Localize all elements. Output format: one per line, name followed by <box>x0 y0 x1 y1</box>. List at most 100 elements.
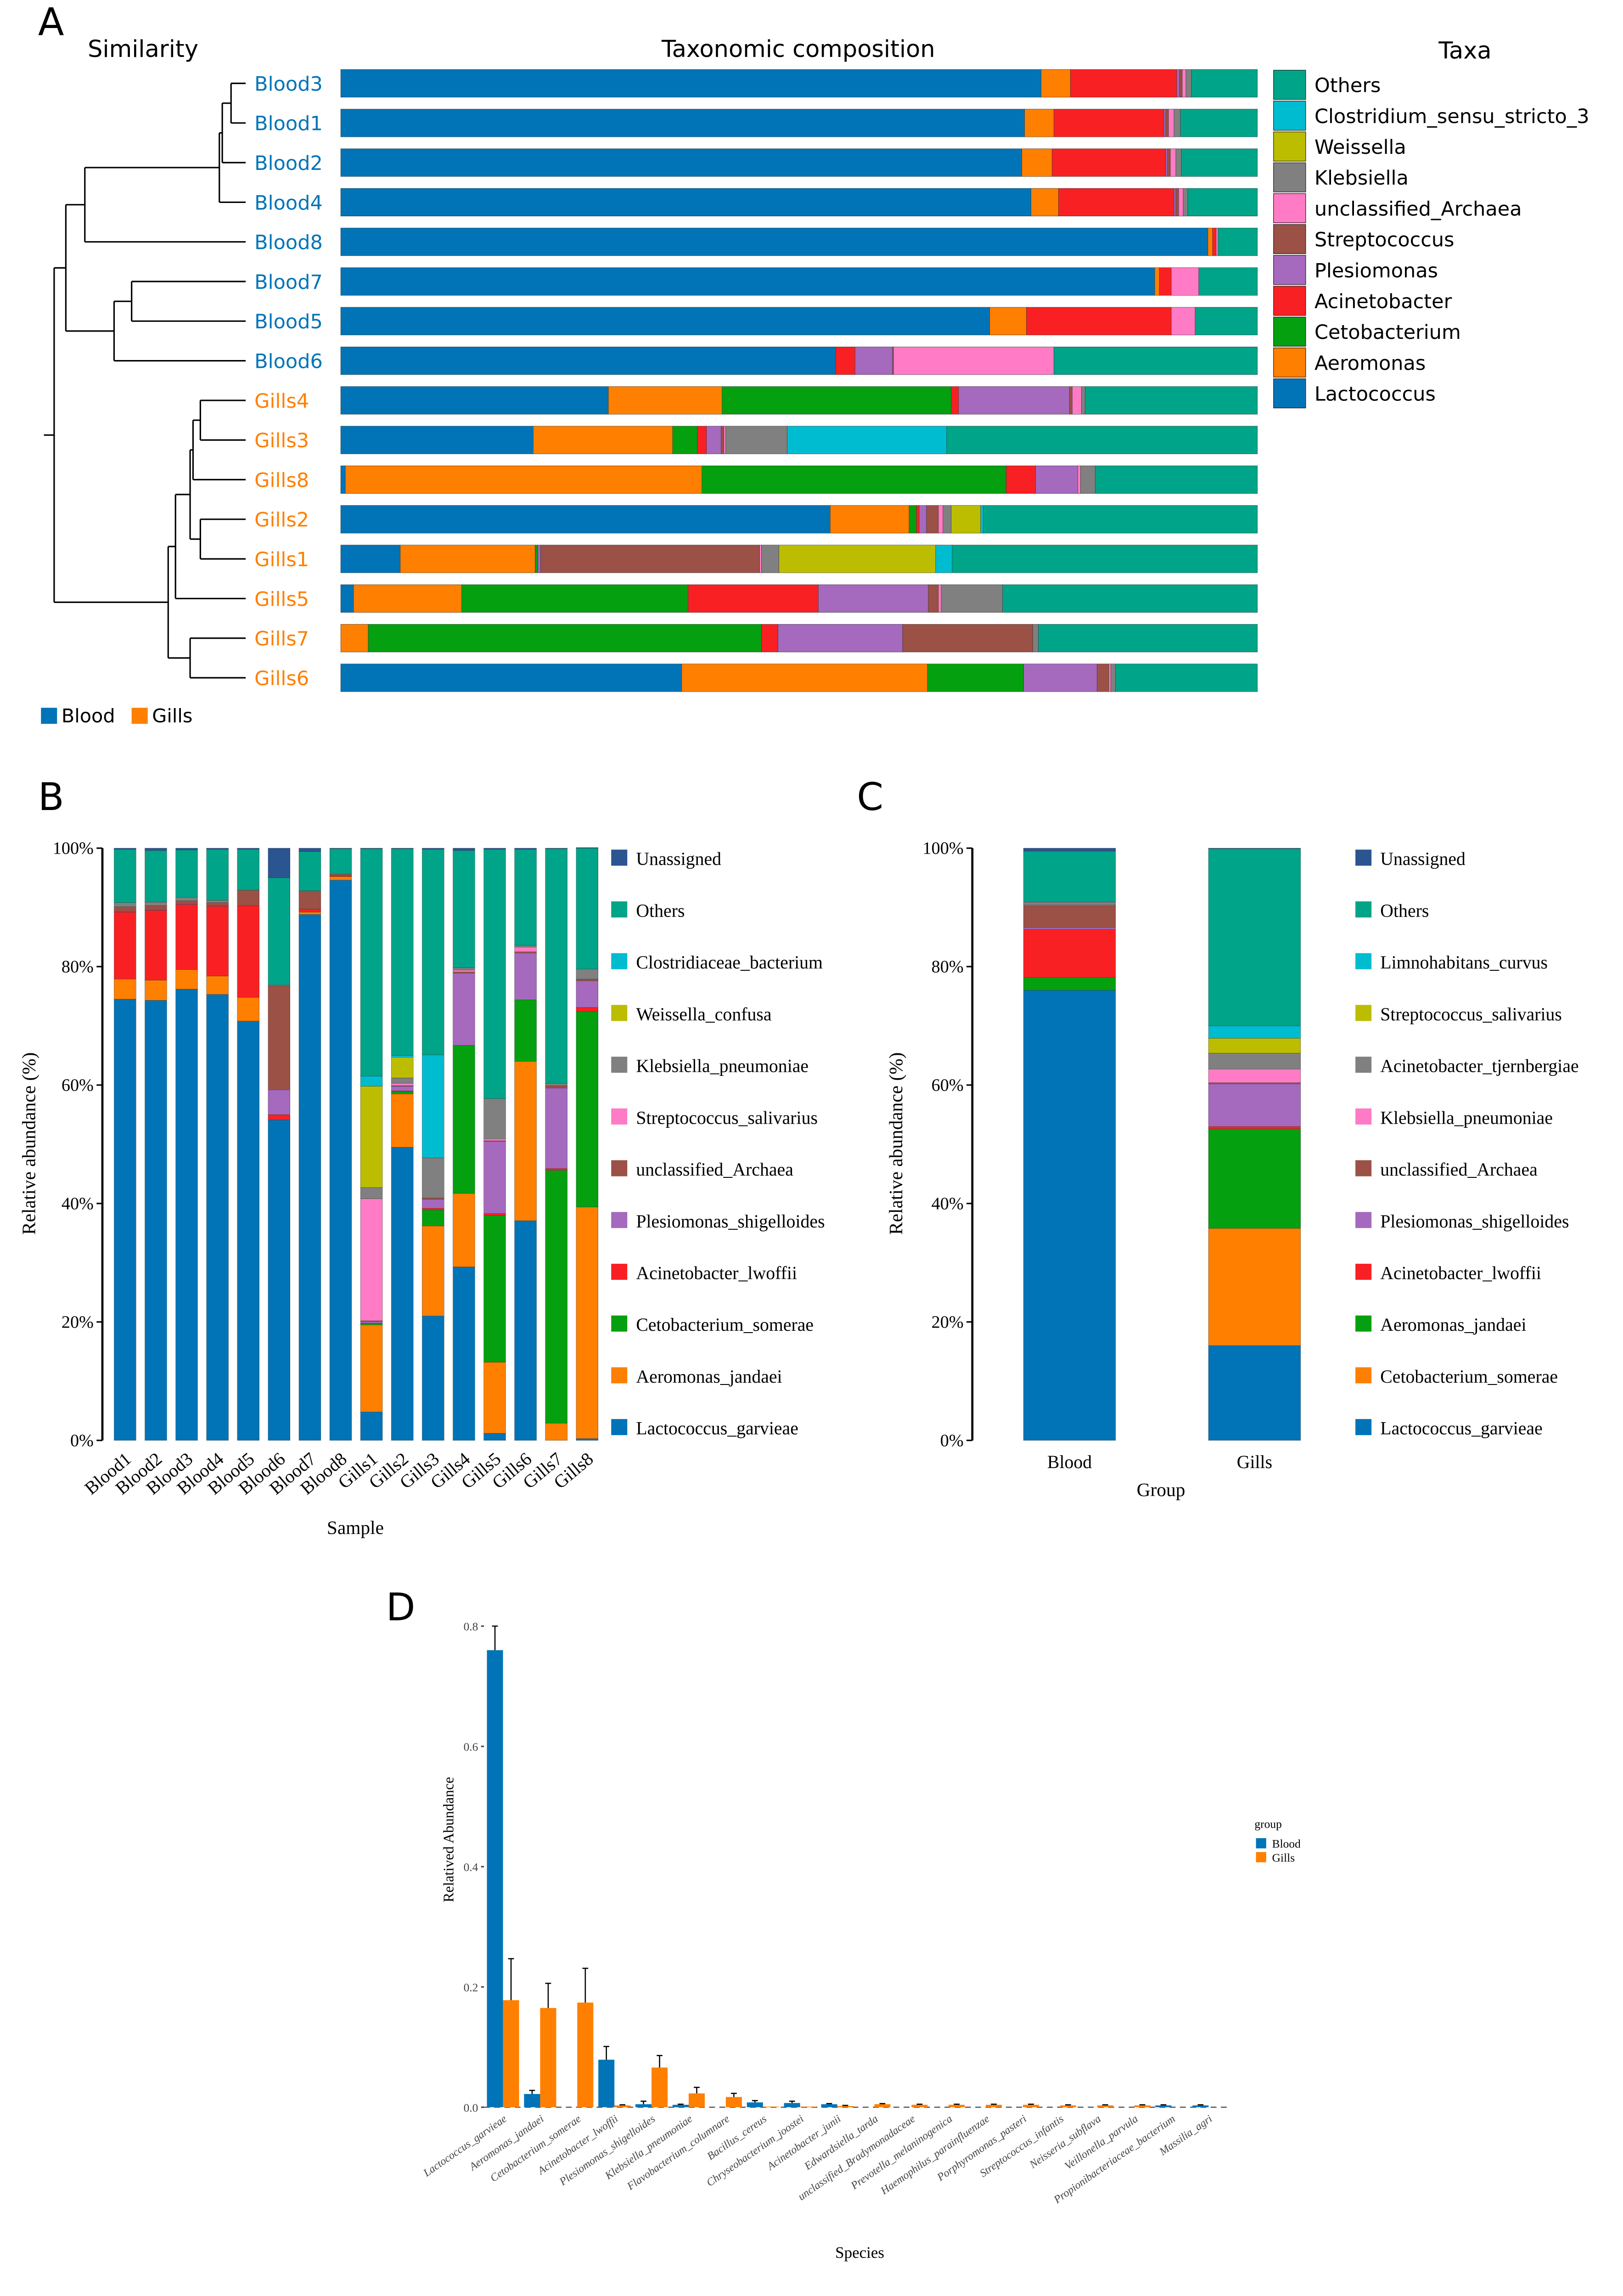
bar-segment-klebsiella_pneumoniae <box>114 902 136 907</box>
legend-label: Plesiomonas_shigelloides <box>1380 1211 1569 1232</box>
bar-gills <box>725 2097 742 2107</box>
bar-segment-cetobacterium_somerae <box>391 1091 414 1094</box>
bar-segment-unclassified_archaea <box>268 985 290 1090</box>
bar-segment-acinetobacter <box>697 426 707 454</box>
bar-segment-unassigned <box>268 848 290 878</box>
bar-segment-unassigned <box>514 848 537 850</box>
legend-swatch <box>1355 850 1372 866</box>
bar-segment-plesiomonas_shigelloides <box>514 953 537 1000</box>
sample-label: Blood7 <box>254 271 323 294</box>
bar-segment-unassigned <box>1023 848 1116 851</box>
bar-blood <box>635 2104 652 2107</box>
bar-segment-acinetobacter <box>916 505 920 534</box>
bar-segment-unclassified_archaea <box>893 347 1054 375</box>
bar-segment-others <box>545 849 567 1084</box>
legend-swatch <box>611 901 628 917</box>
bar-gills <box>911 2105 928 2107</box>
legend-label: Others <box>1314 74 1381 97</box>
bar-segment-lactococcus_garvieae <box>175 989 198 1441</box>
bar-segment-others <box>329 849 352 875</box>
legend-label: Acinetobacter_tjernbergiae <box>1380 1056 1578 1076</box>
bar-segment-plesiomonas_shigelloides <box>422 1199 444 1209</box>
bar-segment-acinetobacter <box>1026 307 1172 335</box>
bar-segment-weissella <box>951 505 981 534</box>
bar-segment-streptococcus_salivarius <box>360 1199 383 1321</box>
bar-segment-lactococcus_garvieae <box>483 1433 506 1441</box>
bar-segment-plesiomonas <box>958 386 1070 415</box>
bar-segment-acinetobacter <box>1159 267 1172 296</box>
bar-segment-aeromonas <box>1031 188 1059 216</box>
x-tick-label: Gills <box>1237 1452 1272 1472</box>
bar-segment-others <box>1002 584 1258 613</box>
bar-blood <box>524 2094 540 2107</box>
legend-swatch <box>611 1264 628 1280</box>
sample-label: Gills8 <box>254 469 309 492</box>
bar-segment-klebsiella_pneumoniae <box>175 897 198 901</box>
bar-segment-aeromonas_jandaei <box>237 997 259 1021</box>
bar-segment-lactococcus <box>340 148 1022 177</box>
sample-label: Blood6 <box>254 350 323 373</box>
legend-label: Plesiomonas_shigelloides <box>636 1211 825 1232</box>
bar-segment-unclassified_archaea <box>298 890 321 910</box>
legend-label: Lactococcus_garvieae <box>636 1418 798 1439</box>
bar-segment-acinetobacter_tjernbergiae <box>1208 1053 1301 1069</box>
bar-segment-others <box>206 849 229 900</box>
bar-segment-lactococcus <box>340 267 1155 296</box>
legend-label: Streptococcus_salivarius <box>636 1108 818 1128</box>
legend-label: Unassigned <box>1380 849 1466 869</box>
bar-segment-streptococcus <box>902 624 1033 653</box>
bar-segment-cetobacterium_somerae <box>545 1170 567 1424</box>
bar-gills <box>1134 2105 1151 2107</box>
bar-segment-plesiomonas <box>854 347 893 375</box>
bar-segment-unassigned <box>391 848 414 849</box>
bar-segment-clostridiaceae_bacterium <box>422 1054 444 1158</box>
bar-segment-streptococcus <box>1179 69 1183 98</box>
bar-segment-klebsiella <box>1175 148 1182 177</box>
bar-segment-cetobacterium_somerae <box>360 1323 383 1325</box>
bar-segment-unclassified_archaea <box>237 890 259 906</box>
bar-segment-plesiomonas_shigelloides <box>391 1086 414 1092</box>
bar-segment-aeromonas <box>1154 267 1160 296</box>
bar-segment-unclassified_archaea <box>1072 386 1082 415</box>
sample-label: Blood3 <box>254 73 323 96</box>
y-tick-label: 40% <box>62 1194 94 1214</box>
bar-segment-klebsiella_pneumoniae <box>360 1187 383 1199</box>
legend-swatch <box>611 850 628 866</box>
bar-segment-lactococcus_garvieae <box>514 1221 537 1441</box>
bar-segment-lactococcus_garvieae <box>576 1438 598 1441</box>
bar-segment-klebsiella <box>1183 188 1188 216</box>
legend-swatch <box>1273 255 1306 285</box>
bar-segment-lactococcus_garvieae <box>360 1412 383 1441</box>
group-label: Gills <box>152 705 192 727</box>
composition-title: Taxonomic composition <box>661 36 935 63</box>
legend-label: Klebsiella_pneumoniae <box>636 1056 809 1076</box>
bar-segment-aeromonas_jandaei <box>360 1325 383 1412</box>
panel-d-label: D <box>386 1585 416 1629</box>
bar-segment-others <box>453 850 475 968</box>
legend-swatch <box>1273 131 1306 162</box>
bar-segment-cetobacterium <box>461 584 689 613</box>
bar-segment-cetobacterium_somerae <box>576 1011 598 1207</box>
bar-segment-lactococcus_garvieae <box>391 1147 414 1441</box>
bar-segment-others <box>422 849 444 1055</box>
bar-segment-acinetobacter_lwoffii <box>1023 929 1116 978</box>
bar-segment-unassigned <box>114 848 136 850</box>
bar-segment-others <box>1195 307 1258 335</box>
bar-segment-aeromonas_jandaei <box>514 1061 537 1221</box>
bar-segment-plesiomonas <box>1023 664 1097 692</box>
bar-segment-acinetobacter <box>688 584 819 613</box>
bar-segment-acinetobacter <box>951 386 959 415</box>
bar-segment-acinetobacter_lwoffii <box>206 906 229 976</box>
bar-segment-unclassified_archaea <box>1023 905 1116 928</box>
legend-swatch <box>1355 953 1372 969</box>
bar-segment-klebsiella_pneumoniae <box>545 1083 567 1086</box>
bar-segment-lactococcus_garvieae <box>114 999 136 1441</box>
bar-gills <box>874 2104 891 2107</box>
group-swatch <box>131 708 148 724</box>
bar-segment-cetobacterium <box>722 386 952 415</box>
bar-segment-plesiomonas <box>919 505 927 534</box>
bar-segment-aeromonas_jandaei <box>391 1094 414 1148</box>
bar-segment-acinetobacter <box>1006 465 1036 494</box>
taxa-legend: Others Clostridium_sensu_stricto_3 Weissel… <box>1273 70 1589 409</box>
